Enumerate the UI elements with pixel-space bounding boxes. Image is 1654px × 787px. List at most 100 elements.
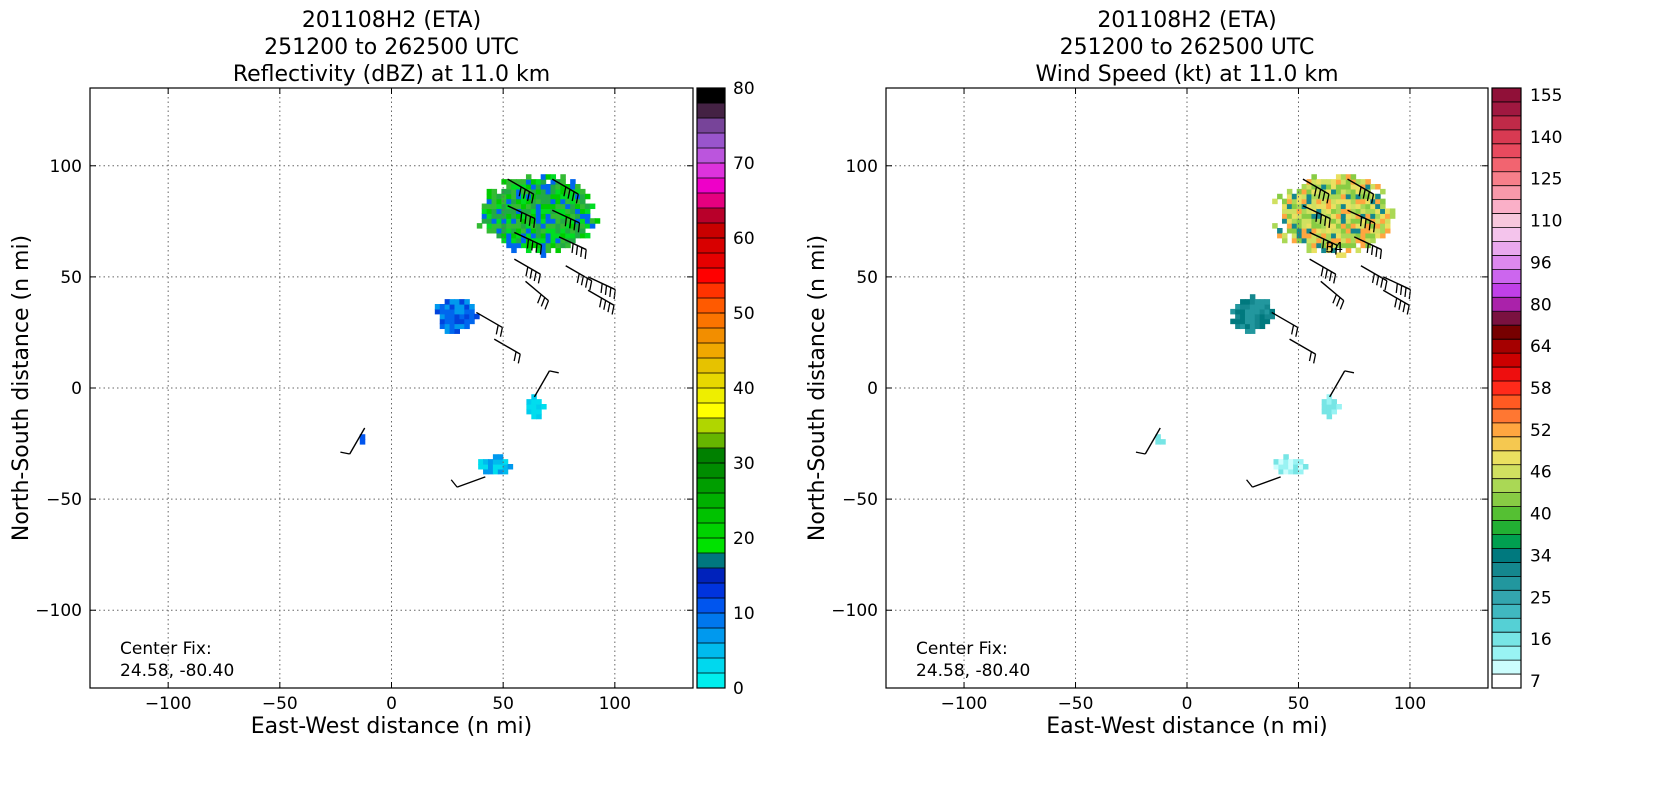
y-axis-label: North-South distance (n mi)	[805, 235, 830, 541]
field-cell	[1286, 193, 1293, 200]
field-cell	[1301, 198, 1308, 205]
field-cell	[521, 203, 527, 210]
field-cell	[497, 464, 504, 470]
field-cell	[439, 318, 446, 325]
field-cell	[1301, 223, 1308, 229]
field-cell	[540, 203, 547, 210]
field-cell	[1281, 237, 1288, 244]
field-cell	[1286, 218, 1293, 224]
field-cell	[525, 218, 532, 224]
wind-barb-flag	[549, 370, 559, 374]
field-cell	[1335, 242, 1342, 249]
wind-barb-staff	[565, 265, 593, 282]
field-cell	[1355, 203, 1362, 210]
field-cell	[535, 193, 542, 200]
field-cell	[1380, 188, 1386, 195]
field-cell	[560, 213, 566, 219]
field-cell	[1331, 247, 1337, 254]
field-cell	[1355, 228, 1362, 234]
x-tick-label: −100	[941, 694, 988, 714]
field-cell	[1365, 218, 1371, 224]
wind-barb	[1329, 370, 1355, 398]
field-cell	[570, 208, 576, 214]
field-cell	[511, 237, 517, 244]
field-cell	[536, 399, 542, 405]
field-cell	[491, 188, 498, 195]
field-cell	[1345, 223, 1352, 229]
field-cell	[511, 179, 517, 185]
field-cell	[1321, 203, 1327, 210]
field-cell	[565, 213, 571, 219]
field-cell	[1326, 203, 1332, 210]
wind-barb-flag	[1399, 285, 1403, 296]
field-cell	[501, 223, 507, 229]
field-cell	[1355, 193, 1362, 200]
field-cell	[560, 228, 566, 234]
field-cell	[1286, 213, 1293, 219]
field-cell	[469, 304, 475, 310]
field-cell	[1321, 404, 1328, 410]
wind-barb	[1382, 289, 1410, 315]
field-cell	[1336, 404, 1342, 410]
field-cell	[1311, 188, 1317, 195]
wind-barb-flag	[1320, 266, 1324, 277]
field-cell	[535, 208, 542, 214]
colorbar-tick-label: 140	[1530, 128, 1562, 148]
field-cell	[584, 193, 591, 200]
field-cell	[1360, 228, 1366, 234]
field-cell	[501, 203, 507, 210]
field-cell	[1350, 193, 1357, 200]
wind-barb-staff	[507, 205, 536, 220]
field-cell	[535, 247, 542, 254]
field-cell	[1306, 232, 1313, 239]
field-cell	[1380, 208, 1386, 214]
wind-barbs	[340, 178, 616, 488]
wind-barb-staff	[1309, 258, 1336, 275]
field-cell	[575, 198, 581, 205]
field-cell	[541, 404, 547, 410]
field-cell	[506, 223, 512, 229]
field-cell	[506, 237, 512, 244]
field-cell	[560, 223, 566, 229]
field-region-small-cell	[359, 434, 366, 445]
field-cell	[555, 228, 561, 234]
field-cell	[545, 184, 552, 190]
field-cell	[1340, 237, 1347, 244]
field-cell	[1249, 308, 1256, 315]
field-cell	[560, 198, 566, 205]
wind-barb-flag	[531, 193, 535, 204]
field-cell	[570, 179, 576, 185]
wind-barb	[587, 276, 616, 300]
field-cell	[1350, 174, 1357, 180]
wind-barb	[1309, 231, 1338, 255]
field-cell	[486, 218, 493, 224]
field-cell	[483, 468, 489, 475]
field-cell	[1316, 184, 1322, 190]
field-cell	[570, 203, 576, 210]
field-cell	[501, 198, 507, 205]
field-cell	[1345, 232, 1352, 239]
field-cell	[1326, 413, 1333, 420]
colorbar-segment	[1492, 436, 1521, 452]
wind-barb-flag	[1375, 247, 1378, 258]
colorbar-segment	[697, 463, 725, 479]
field-cell	[1244, 318, 1251, 325]
wind-barb-flag	[522, 189, 526, 199]
field-cell	[1321, 218, 1327, 224]
center-fix-annotation: 24.58, -80.40	[120, 661, 234, 681]
field-cell	[1326, 232, 1332, 239]
field-cell	[486, 213, 493, 219]
field-cell	[1296, 232, 1303, 239]
field-cell	[1321, 399, 1328, 405]
y-tick-label: −50	[842, 490, 878, 510]
field-cell	[1331, 198, 1337, 205]
field-cell	[359, 434, 366, 440]
field-cell	[1355, 184, 1362, 190]
field-cell	[511, 223, 517, 229]
wind-barb-flag	[1322, 191, 1326, 202]
field-cell	[1340, 193, 1347, 200]
field-cell	[1283, 464, 1289, 470]
field-cell	[1311, 218, 1317, 224]
field-cell	[1281, 203, 1288, 210]
field-cell	[1316, 198, 1322, 205]
